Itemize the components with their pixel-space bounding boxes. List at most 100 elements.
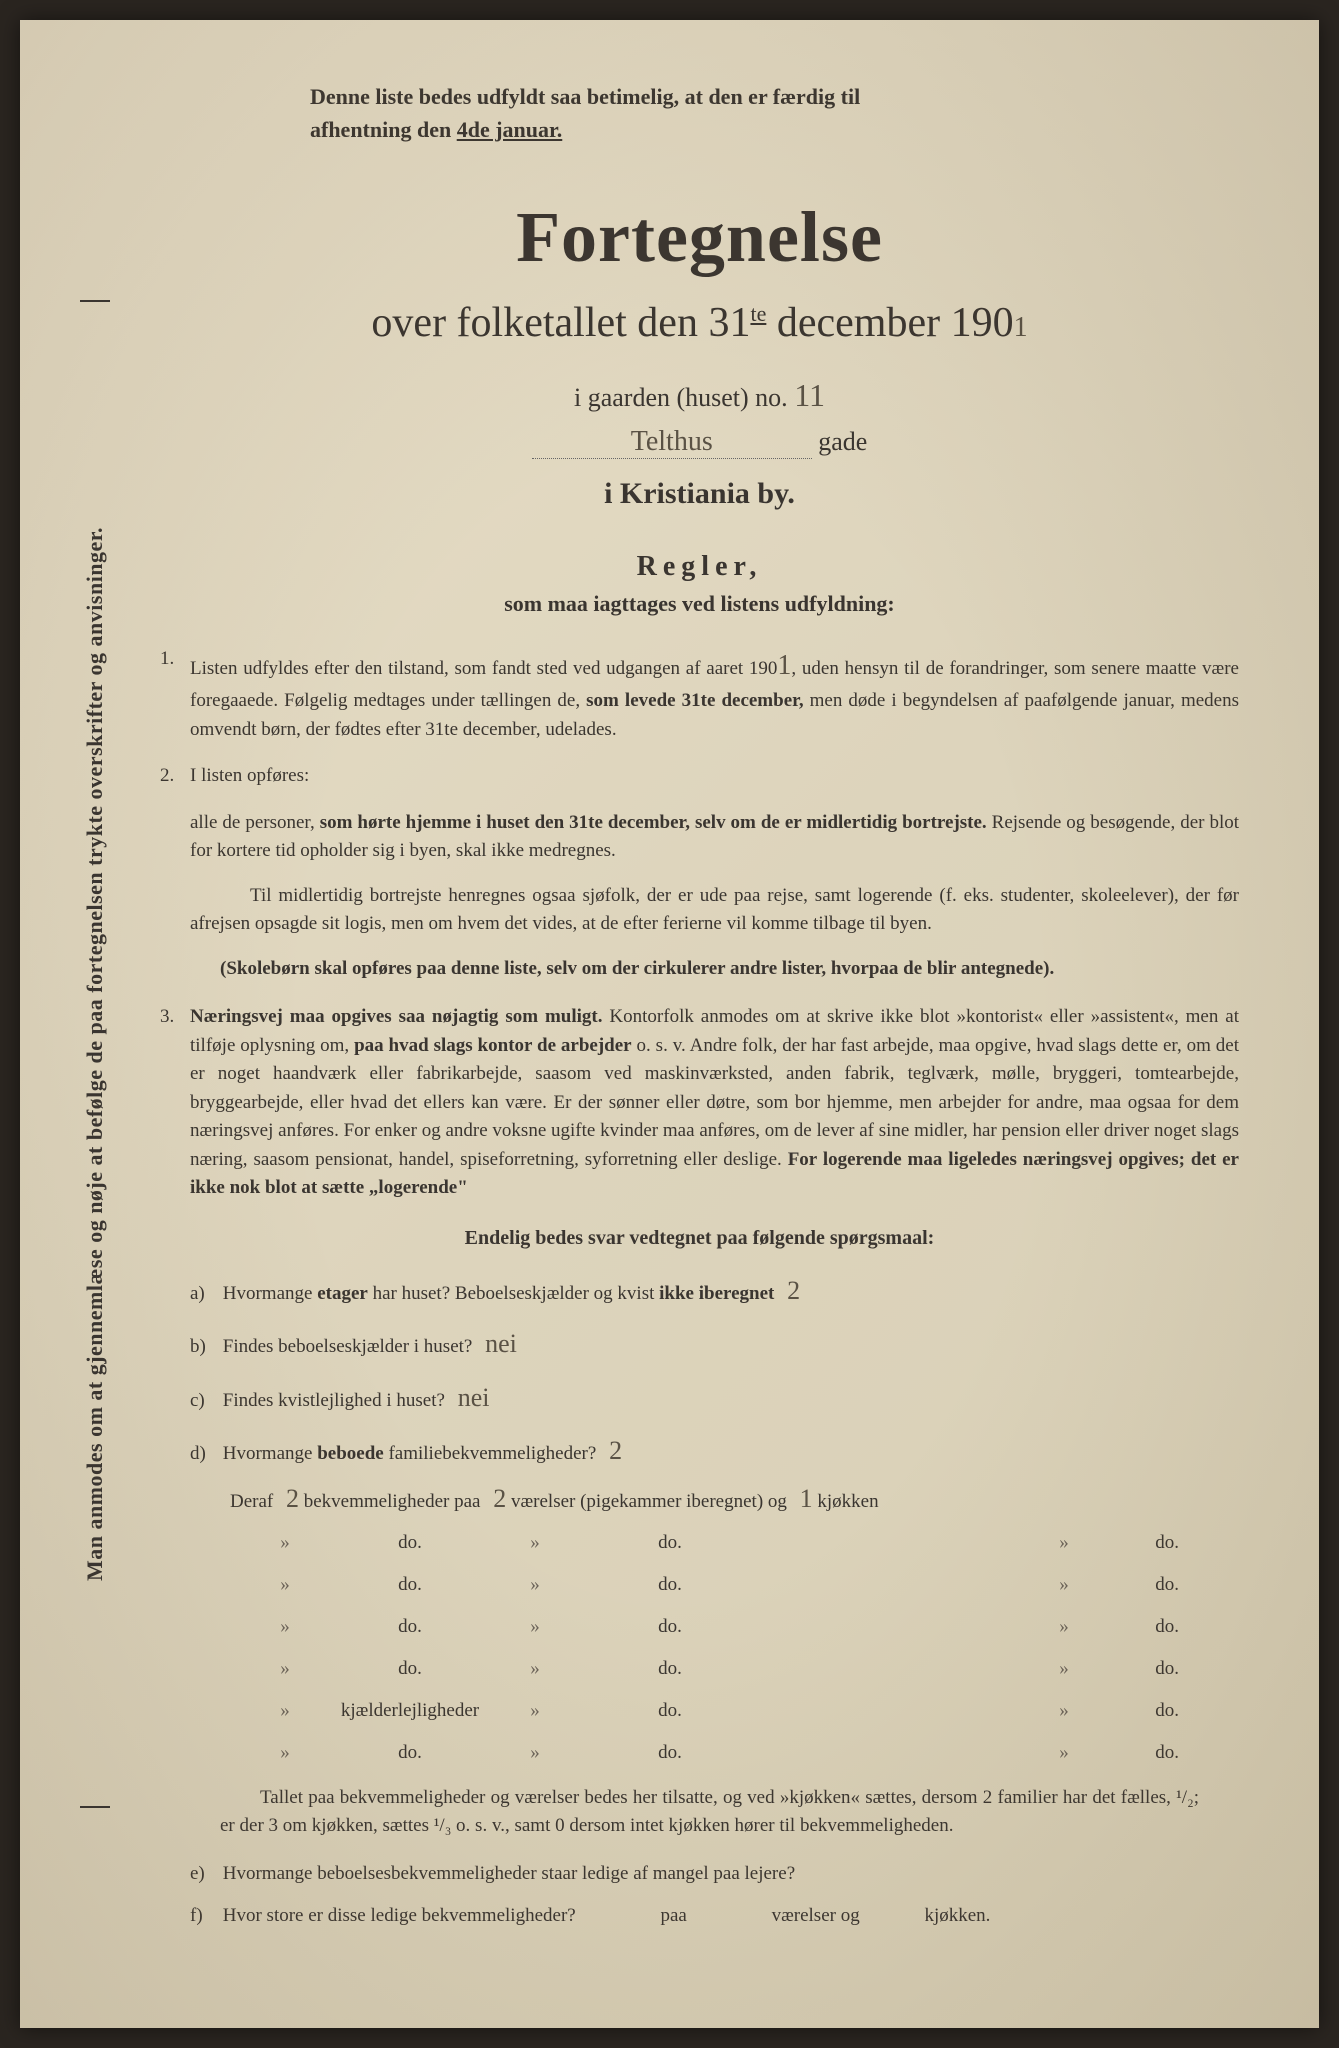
do-table: » do. » do. » do. » do. » do. » do. » do… — [270, 1532, 1179, 1764]
tallet-paragraph: Tallet paa bekvemmeligheder og værelser … — [220, 1784, 1199, 1841]
qa-a-pre: Hvormange — [223, 1283, 317, 1304]
qa-d-pre: Hvormange — [223, 1443, 317, 1464]
deraf-v1: 2 — [286, 1484, 299, 1513]
endelig-heading: Endelig bedes svar vedtegnet paa følgend… — [160, 1227, 1239, 1250]
gade-value: Telthus — [631, 426, 713, 457]
rule-3-num: 3. — [160, 1003, 190, 1203]
do-q2: » — [520, 1574, 550, 1596]
do-q3: » — [1049, 1700, 1079, 1722]
do-q2: » — [520, 1616, 550, 1638]
do-4-3: do. — [1079, 1658, 1179, 1680]
deraf-m1: bekvemmeligheder paa — [299, 1491, 485, 1512]
subtitle-prefix: over folketallet den 31 — [371, 300, 750, 346]
qe-q: Hvormange beboelsesbekvemmeligheder staa… — [223, 1863, 795, 1884]
deraf-v2: 2 — [493, 1484, 506, 1513]
do-row-6: » do. » do. » do. — [270, 1742, 1179, 1764]
do-4-1: do. — [300, 1658, 520, 1680]
question-e: e) Hvormange beboelsesbekvemmeligheder s… — [190, 1859, 1239, 1889]
gaard-label: i gaarden (huset) no. — [574, 383, 788, 412]
qe-label: e) — [190, 1859, 218, 1889]
gade-suffix: gade — [818, 427, 867, 456]
rule3-bold1: Næringsvej maa opgives saa nøjagtig som … — [190, 1006, 603, 1027]
do-2-2: do. — [550, 1574, 790, 1596]
year-handwritten: 1 — [1014, 312, 1028, 343]
do-q: » — [270, 1574, 300, 1596]
rule-2-body: I listen opføres: — [190, 762, 1239, 791]
top-notice: Denne liste bedes udfyldt saa betimelig,… — [310, 80, 1239, 146]
deraf-m2: værelser (pigekammer iberegnet) og — [506, 1491, 791, 1512]
qa-a-answer: 2 — [787, 1276, 800, 1305]
do-3-1: do. — [300, 1616, 520, 1638]
rule1-bold: som levede 31te december, — [586, 690, 803, 711]
rule-2: 2. I listen opføres: — [160, 762, 1239, 791]
qa-d-answer: 2 — [609, 1436, 622, 1465]
do-6-2: do. — [550, 1742, 790, 1764]
rule2-p1-a: alle de personer, — [190, 812, 320, 833]
rule1-text-a: Listen udfyldes efter den tilstand, som … — [190, 658, 777, 679]
question-a: a) Hvormange etager har huset? Beboelses… — [190, 1270, 1239, 1312]
do-q3: » — [1049, 1574, 1079, 1596]
do-q3: » — [1049, 1658, 1079, 1680]
subtitle-suffix: december 190 — [766, 300, 1013, 346]
question-d: d) Hvormange beboede familiebekvemmeligh… — [190, 1430, 1239, 1472]
qf-label: f) — [190, 1901, 218, 1931]
qf-m2: værelser og — [772, 1905, 860, 1926]
city-line: i Kristiania by. — [160, 477, 1239, 511]
do-3-3: do. — [1079, 1616, 1179, 1638]
do-row-3: » do. » do. » do. — [270, 1616, 1179, 1638]
qa-b-q: Findes beboelseskjælder i huset? — [223, 1336, 473, 1357]
qa-a-bold2: ikke iberegnet — [659, 1283, 774, 1304]
do-q2: » — [520, 1532, 550, 1554]
qf-m1: paa — [660, 1905, 686, 1926]
deraf-suffix: kjøkken — [813, 1491, 879, 1512]
do-q3: » — [1049, 1742, 1079, 1764]
subtitle-sup: te — [750, 301, 766, 326]
regler-subtitle: som maa iagttages ved listens udfyldning… — [160, 591, 1239, 617]
do-row-4: » do. » do. » do. — [270, 1658, 1179, 1680]
side-margin-text: Man anmodes om at gjennemlæse og nøje at… — [80, 300, 110, 1808]
rule1-hand-year: 1 — [777, 650, 791, 681]
gade-line: Telthus gade — [160, 426, 1239, 459]
deraf-v3: 1 — [800, 1484, 813, 1513]
rule2-para1: alle de personer, som hørte hjemme i hus… — [190, 809, 1239, 866]
do-4-2: do. — [550, 1658, 790, 1680]
do-q: » — [270, 1616, 300, 1638]
do-2-3: do. — [1079, 1574, 1179, 1596]
do-6-3: do. — [1079, 1742, 1179, 1764]
qa-d-label: d) — [190, 1439, 218, 1469]
rule-3: 3. Næringsvej maa opgives saa nøjagtig s… — [160, 1003, 1239, 1203]
rule-3-body: Næringsvej maa opgives saa nøjagtig som … — [190, 1003, 1239, 1203]
deraf-line: Deraf 2 bekvemmeligheder paa 2 værelser … — [230, 1484, 1239, 1514]
question-f: f) Hvor store er disse ledige bekvemmeli… — [190, 1901, 1239, 1931]
qa-c-answer: nei — [458, 1383, 490, 1412]
rule2-para2: Til midlertidig bortrejste henregnes ogs… — [190, 882, 1239, 939]
do-q2: » — [520, 1742, 550, 1764]
qa-c-q: Findes kvistlejlighed i huset? — [223, 1390, 445, 1411]
do-q: » — [270, 1658, 300, 1680]
notice-line2-prefix: afhentning den — [310, 117, 457, 142]
do-1-3: do. — [1079, 1532, 1179, 1554]
subtitle: over folketallet den 31te december 1901 — [160, 299, 1239, 347]
qf-q: Hvor store er disse ledige bekvemmelighe… — [223, 1905, 576, 1926]
qa-d-post: familiebekvemmeligheder? — [384, 1443, 597, 1464]
side-text-content: Man anmodes om at gjennemlæse og nøje at… — [82, 527, 108, 1581]
qf-m3: kjøkken. — [924, 1905, 990, 1926]
rule2-bold-para: (Skolebørn skal opføres paa denne liste,… — [220, 955, 1219, 984]
qa-d-bold: beboede — [317, 1443, 384, 1464]
regler-title: Regler, — [160, 551, 1239, 583]
notice-line1: Denne liste bedes udfyldt saa betimelig,… — [310, 84, 860, 109]
do-6-1: do. — [300, 1742, 520, 1764]
do-5-3: do. — [1079, 1700, 1179, 1722]
rule3-bold2: paa hvad slags kontor de arbejder — [354, 1035, 632, 1056]
do-5-2: do. — [550, 1700, 790, 1722]
do-q3: » — [1049, 1532, 1079, 1554]
main-title: Fortegnelse — [160, 196, 1239, 279]
gaard-value: 11 — [794, 377, 825, 413]
do-1-1: do. — [300, 1532, 520, 1554]
question-b: b) Findes beboelseskjælder i huset? nei — [190, 1323, 1239, 1365]
do-row-2: » do. » do. » do. — [270, 1574, 1179, 1596]
qa-c-label: c) — [190, 1386, 218, 1416]
qa-b-answer: nei — [485, 1329, 517, 1358]
do-row-1: » do. » do. » do. — [270, 1532, 1179, 1554]
qa-a-mid: har huset? Beboelseskjælder og kvist — [368, 1283, 659, 1304]
